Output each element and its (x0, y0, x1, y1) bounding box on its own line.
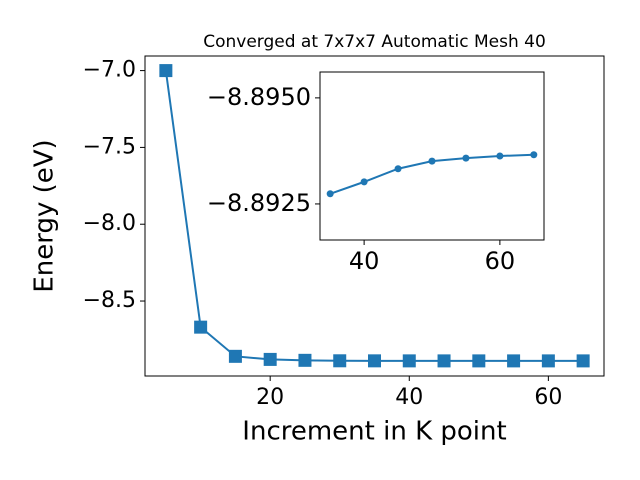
marker (333, 354, 347, 368)
x-tick-label: 20 (256, 385, 284, 410)
y-tick-label: −7.5 (83, 134, 136, 159)
axes-frame (144, 55, 605, 377)
x-axis-label: Increment in K point (242, 417, 506, 447)
x-tick-label: 40 (395, 385, 423, 410)
axes-frame (319, 71, 545, 241)
marker (402, 354, 416, 368)
marker (159, 64, 173, 78)
x-tick-label: 60 (534, 385, 562, 410)
marker (576, 354, 590, 368)
marker (298, 353, 312, 367)
marker (326, 190, 334, 198)
chart-title: Converged at 7x7x7 Automatic Mesh 40 (203, 32, 546, 52)
marker (228, 349, 242, 363)
y-tick-label: −7.0 (83, 58, 136, 83)
y-axis-label: Energy (eV) (30, 139, 60, 292)
marker (496, 152, 504, 160)
marker (437, 354, 451, 368)
y-tick-label: −8.8925 (207, 189, 311, 217)
marker (472, 354, 486, 368)
marker (507, 354, 521, 368)
marker (360, 178, 368, 186)
x-tick-label: 40 (349, 247, 380, 275)
y-tick-label: −8.0 (83, 211, 136, 236)
marker (263, 352, 277, 366)
marker (462, 154, 470, 162)
marker (541, 354, 555, 368)
marker (368, 354, 381, 368)
marker (194, 320, 208, 334)
x-tick-label: 60 (485, 247, 516, 275)
marker (530, 151, 538, 159)
marker (428, 157, 436, 165)
marker (394, 165, 402, 173)
y-tick-label: −8.5 (83, 288, 136, 313)
y-tick-label: −8.8950 (207, 83, 311, 111)
